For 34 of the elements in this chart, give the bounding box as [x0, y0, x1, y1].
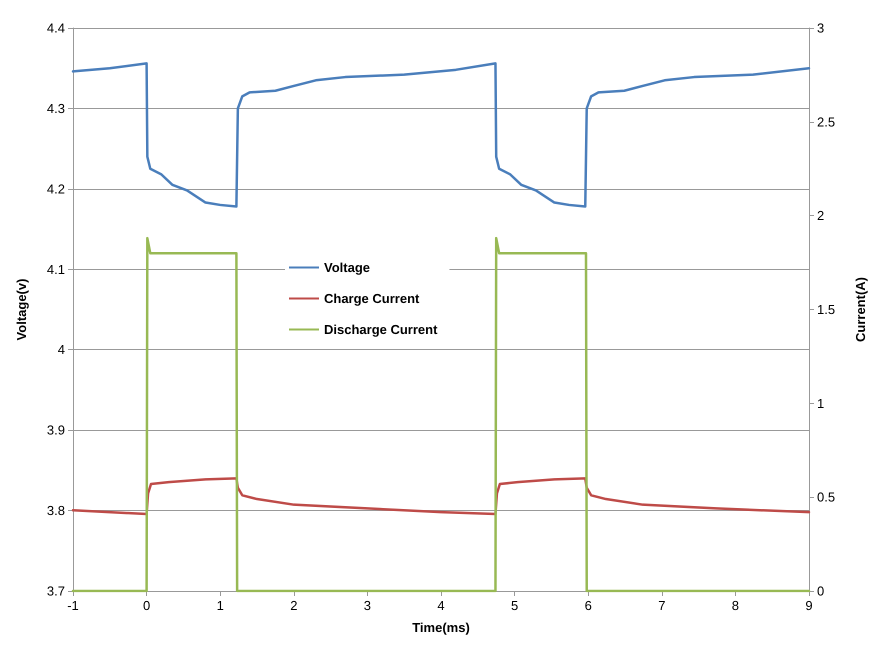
x-tick-label: 7	[658, 598, 666, 613]
x-tick-label: 9	[805, 598, 813, 613]
x-tick-label: 6	[584, 598, 592, 613]
y-tick-label: 4.3	[46, 100, 65, 116]
line-series	[72, 62, 810, 208]
y-tick-label: 4	[58, 342, 65, 358]
legend-label: Voltage	[324, 260, 370, 275]
y2-tick-label: 0	[817, 584, 824, 598]
y2-tick-label: 2.5	[817, 114, 836, 130]
x-tick-label: -1	[67, 598, 79, 613]
y-tick-label: 3.7	[46, 584, 65, 598]
y-axis-title: Voltage(v)	[14, 278, 29, 340]
y2-tick-label: 3	[817, 20, 824, 36]
legend-label: Charge Current	[324, 291, 420, 306]
y2-axis-title: Current(A)	[853, 277, 868, 342]
y2-tick-label: 1	[817, 396, 824, 411]
x-tick-label: 8	[732, 598, 740, 613]
y2-tick-label: 1.5	[817, 302, 836, 317]
y2-tick-label: 0.5	[817, 490, 836, 505]
y-tick-label: 4.1	[46, 262, 65, 277]
y-tick-label: 4.4	[46, 20, 65, 36]
x-tick-label: 3	[364, 598, 372, 613]
y-tick-label: 3.8	[46, 503, 65, 518]
y-tick-label: 3.9	[46, 422, 65, 438]
x-tick-label: 0	[142, 598, 150, 613]
x-tick-label: 5	[510, 598, 518, 613]
line-series	[72, 477, 810, 516]
x-tick-label: 2	[290, 598, 298, 613]
legend-label: Discharge Current	[324, 322, 438, 337]
y-tick-label: 4.2	[46, 181, 65, 196]
y2-tick-label: 2	[817, 208, 824, 224]
x-axis-title: Time(ms)	[412, 620, 470, 635]
x-tick-label: 1	[216, 598, 224, 613]
x-tick-label: 4	[437, 598, 445, 613]
